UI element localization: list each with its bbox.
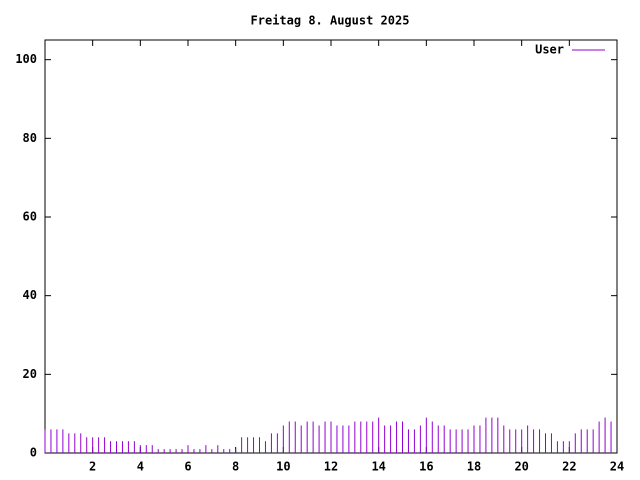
x-tick-label: 10 — [276, 460, 290, 474]
y-tick-label: 0 — [30, 446, 37, 460]
y-tick-label: 80 — [23, 131, 37, 145]
x-tick-label: 12 — [324, 460, 338, 474]
x-tick-label: 16 — [419, 460, 433, 474]
y-tick-label: 40 — [23, 288, 37, 302]
x-tick-label: 6 — [184, 460, 191, 474]
chart-title: Freitag 8. August 2025 — [251, 14, 410, 28]
x-tick-label: 20 — [514, 460, 528, 474]
legend-label: User — [535, 43, 564, 57]
x-tick-label: 2 — [89, 460, 96, 474]
x-tick-label: 22 — [562, 460, 576, 474]
x-tick-label: 4 — [137, 460, 144, 474]
y-tick-label: 20 — [23, 367, 37, 381]
y-tick-label: 100 — [15, 52, 37, 66]
y-tick-label: 60 — [23, 210, 37, 224]
x-tick-label: 24 — [610, 460, 624, 474]
x-tick-label: 8 — [232, 460, 239, 474]
x-tick-label: 18 — [467, 460, 481, 474]
x-tick-label: 14 — [371, 460, 385, 474]
